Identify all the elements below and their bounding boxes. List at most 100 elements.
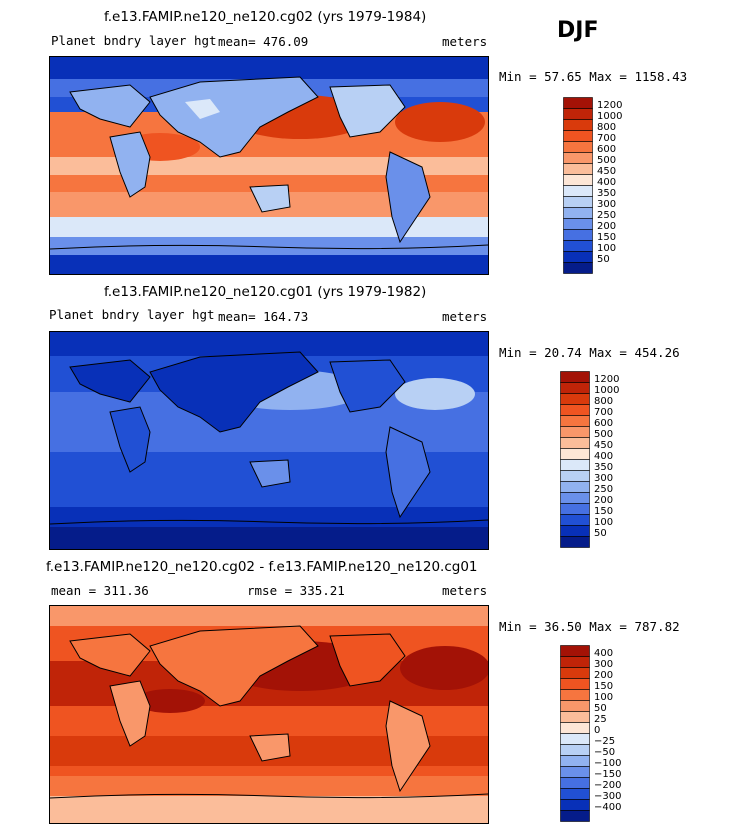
colorbar-2-label: 1200 [594, 374, 620, 385]
colorbar-swatch [563, 240, 593, 252]
colorbar-3-label: 50 [594, 703, 607, 714]
colorbar-swatch [560, 470, 590, 482]
colorbar-3-label: 25 [594, 714, 607, 725]
colorbar-swatch [560, 711, 590, 723]
colorbar-2-label: 50 [594, 528, 607, 539]
colorbar-3-label: −25 [594, 736, 616, 747]
colorbar-2-label: 250 [594, 484, 614, 495]
colorbar-swatch [560, 700, 590, 712]
panel-1-colorbar-boxes [563, 97, 593, 274]
colorbar-swatch [560, 371, 590, 383]
colorbar-swatch [560, 645, 590, 657]
colorbar-1-label: 800 [597, 122, 617, 133]
panel-2-colorbar [560, 371, 590, 548]
colorbar-1-label: 500 [597, 155, 617, 166]
colorbar-1-label: 150 [597, 232, 617, 243]
panel-2-minmax: Min = 20.74 Max = 454.26 [499, 345, 680, 360]
colorbar-swatch [563, 196, 593, 208]
panel-3-colorbar [560, 645, 590, 822]
colorbar-swatch [560, 393, 590, 405]
colorbar-1-label: 200 [597, 221, 617, 232]
colorbar-swatch [563, 262, 593, 274]
colorbar-3-label: 0 [594, 725, 601, 736]
colorbar-swatch [560, 667, 590, 679]
colorbar-2-label: 700 [594, 407, 614, 418]
colorbar-swatch [560, 766, 590, 778]
colorbar-swatch [563, 251, 593, 263]
colorbar-2-label: 350 [594, 462, 614, 473]
panel-2-variable-label: Planet bndry layer hgt [49, 307, 215, 322]
colorbar-swatch [560, 492, 590, 504]
colorbar-3-label: −150 [594, 769, 622, 780]
colorbar-swatch [560, 536, 590, 548]
colorbar-swatch [563, 152, 593, 164]
colorbar-2-label: 200 [594, 495, 614, 506]
panel-1-mean-label: mean= 476.09 [218, 34, 309, 49]
colorbar-swatch [563, 108, 593, 120]
panel-2-mean-label: mean= 164.73 [218, 309, 309, 324]
colorbar-3-label: −400 [594, 802, 622, 813]
colorbar-swatch [560, 514, 590, 526]
colorbar-2-label: 150 [594, 506, 614, 517]
colorbar-swatch [563, 185, 593, 197]
colorbar-swatch [563, 141, 593, 153]
colorbar-swatch [560, 799, 590, 811]
colorbar-swatch [560, 415, 590, 427]
colorbar-swatch [560, 437, 590, 449]
colorbar-swatch [560, 689, 590, 701]
colorbar-swatch [560, 426, 590, 438]
colorbar-swatch [563, 163, 593, 175]
panel-1-units-label: meters [442, 34, 488, 49]
colorbar-swatch [560, 656, 590, 668]
colorbar-1-label: 300 [597, 199, 617, 210]
colorbar-swatch [563, 218, 593, 230]
colorbar-swatch [563, 119, 593, 131]
panel-1-variable-label: Planet bndry layer hgt [51, 33, 217, 48]
colorbar-1-label: 450 [597, 166, 617, 177]
colorbar-1-label: 400 [597, 177, 617, 188]
season-label: DJF [557, 18, 599, 43]
panel-3-units-label: meters [442, 583, 488, 598]
colorbar-swatch [560, 777, 590, 789]
colorbar-3-label: 400 [594, 648, 614, 659]
colorbar-2-label: 500 [594, 429, 614, 440]
colorbar-swatch [560, 404, 590, 416]
colorbar-swatch [560, 788, 590, 800]
colorbar-swatch [560, 481, 590, 493]
colorbar-swatch [560, 744, 590, 756]
colorbar-1-label: 1000 [597, 111, 623, 122]
colorbar-3-label: 150 [594, 681, 614, 692]
colorbar-1-label: 1200 [597, 100, 623, 111]
colorbar-3-label: −200 [594, 780, 622, 791]
panel-3-map-field [50, 606, 488, 823]
colorbar-2-label: 1000 [594, 385, 620, 396]
colorbar-3-label: 200 [594, 670, 614, 681]
colorbar-1-label: 700 [597, 133, 617, 144]
colorbar-swatch [560, 503, 590, 515]
colorbar-swatch [560, 678, 590, 690]
colorbar-swatch [563, 130, 593, 142]
colorbar-2-label: 800 [594, 396, 614, 407]
panel-2-colorbar-boxes [560, 371, 590, 548]
colorbar-2-label: 100 [594, 517, 614, 528]
colorbar-3-label: 100 [594, 692, 614, 703]
colorbar-2-label: 400 [594, 451, 614, 462]
colorbar-swatch [560, 733, 590, 745]
colorbar-2-label: 600 [594, 418, 614, 429]
colorbar-swatch [560, 525, 590, 537]
panel-1-minmax: Min = 57.65 Max = 1158.43 [499, 69, 688, 84]
colorbar-1-label: 100 [597, 243, 617, 254]
colorbar-1-label: 600 [597, 144, 617, 155]
colorbar-1-label: 50 [597, 254, 610, 265]
panel-3-colorbar-boxes [560, 645, 590, 822]
colorbar-swatch [563, 174, 593, 186]
colorbar-3-label: −300 [594, 791, 622, 802]
panel-3-title: f.e13.FAMIP.ne120_ne120.cg02 - f.e13.FAM… [46, 559, 478, 575]
colorbar-1-label: 350 [597, 188, 617, 199]
panel-1-title: f.e13.FAMIP.ne120_ne120.cg02 (yrs 1979-1… [104, 9, 427, 25]
colorbar-swatch [560, 755, 590, 767]
panel-1-map-field [50, 57, 488, 274]
panel-3-rmse-label: rmse = 335.21 [247, 583, 345, 598]
panel-2-title: f.e13.FAMIP.ne120_ne120.cg01 (yrs 1979-1… [104, 284, 427, 300]
colorbar-swatch [560, 722, 590, 734]
